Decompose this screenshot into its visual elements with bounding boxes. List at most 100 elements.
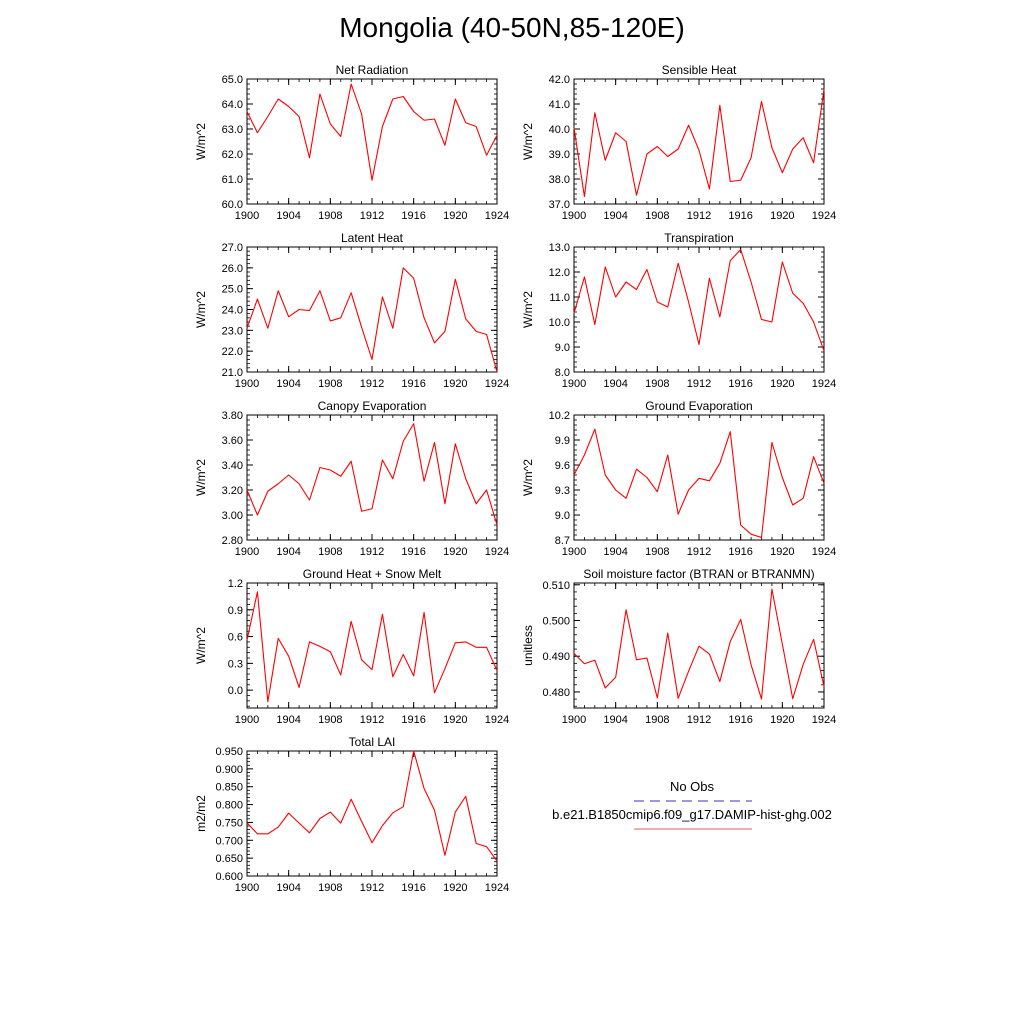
y-tick-label: 8.0 <box>555 367 570 379</box>
y-axis-label: W/m^2 <box>194 459 208 496</box>
x-tick-label: 1916 <box>401 882 425 894</box>
x-tick-label: 1912 <box>687 546 711 558</box>
y-tick-label: 0.510 <box>542 580 570 592</box>
x-tick-label: 1924 <box>812 546 836 558</box>
y-tick-label: 21.0 <box>222 367 243 379</box>
y-tick-label: 37.0 <box>549 199 570 211</box>
y-tick-label: 10.2 <box>549 410 570 422</box>
panel-5: 1900 1904 1908 1912 1916 1920 1924 2.80 3.00 3.20… <box>194 399 509 558</box>
x-tick-label: 1908 <box>318 546 342 558</box>
y-tick-label: 3.80 <box>222 410 243 422</box>
x-tick-label: 1900 <box>562 378 586 390</box>
y-tick-label: 3.40 <box>222 460 243 472</box>
x-tick-label: 1920 <box>443 714 467 726</box>
legend: No Obs b.e21.B1850cmip6.f09_g17.DAMIP-his… <box>552 779 832 830</box>
x-tick-label: 1904 <box>276 378 300 390</box>
plot-frame <box>573 414 825 541</box>
x-tick-label: 1908 <box>318 378 342 390</box>
x-tick-label: 1904 <box>603 378 627 390</box>
x-tick-label: 1924 <box>812 378 836 390</box>
x-tick-label: 1900 <box>562 546 586 558</box>
x-tick-label: 1900 <box>235 882 259 894</box>
y-tick-label: 23.0 <box>222 325 243 337</box>
x-tick-label: 1916 <box>728 714 752 726</box>
panel-9: 1900 1904 1908 1912 1916 1920 1924 0.600 0.650 0.… <box>194 735 509 894</box>
y-tick-label: 64.0 <box>222 99 243 111</box>
x-tick-label: 1916 <box>401 714 425 726</box>
y-tick-label: 42.0 <box>549 74 570 86</box>
y-axis-label: W/m^2 <box>521 123 535 160</box>
y-tick-label: 26.0 <box>222 263 243 275</box>
plot-frame <box>246 78 498 205</box>
series-line <box>246 267 498 373</box>
x-tick-label: 1908 <box>318 210 342 222</box>
x-tick-label: 1920 <box>770 714 794 726</box>
panel-6: 1900 1904 1908 1912 1916 1920 1924 8.7 9.0 9.3 9.6… <box>521 399 836 558</box>
page-title: Mongolia (40-50N,85-120E) <box>339 12 685 43</box>
x-tick-label: 1924 <box>812 714 836 726</box>
x-tick-label: 1908 <box>645 210 669 222</box>
series-line <box>573 588 825 700</box>
x-tick-label: 1908 <box>645 714 669 726</box>
x-tick-label: 1912 <box>360 546 384 558</box>
y-tick-label: 0.9 <box>228 605 243 617</box>
series-line <box>573 88 825 198</box>
y-tick-label: 60.0 <box>222 199 243 211</box>
y-tick-label: 0.750 <box>215 817 243 829</box>
y-tick-label: 1.2 <box>228 578 243 590</box>
x-tick-label: 1924 <box>485 882 509 894</box>
panel-title: Net Radiation <box>336 63 409 77</box>
x-tick-label: 1920 <box>770 546 794 558</box>
plot-frame <box>246 246 498 373</box>
y-tick-label: 9.0 <box>555 510 570 522</box>
y-tick-label: 0.600 <box>215 871 243 883</box>
x-tick-label: 1904 <box>276 210 300 222</box>
panel-1: 1900 1904 1908 1912 1916 1920 1924 60.0 61.0 62.0… <box>194 63 509 222</box>
x-tick-label: 1924 <box>485 714 509 726</box>
x-tick-label: 1908 <box>645 546 669 558</box>
x-tick-label: 1912 <box>687 210 711 222</box>
x-tick-label: 1920 <box>770 378 794 390</box>
y-tick-label: 61.0 <box>222 174 243 186</box>
y-tick-label: 9.0 <box>555 342 570 354</box>
x-tick-label: 1904 <box>276 882 300 894</box>
y-tick-label: 3.20 <box>222 485 243 497</box>
series-line <box>246 83 498 181</box>
y-axis-label: W/m^2 <box>521 291 535 328</box>
x-tick-label: 1904 <box>603 210 627 222</box>
x-tick-label: 1912 <box>360 714 384 726</box>
y-tick-label: 0.3 <box>228 658 243 670</box>
x-tick-label: 1920 <box>443 378 467 390</box>
panel-title: Canopy Evaporation <box>318 399 427 413</box>
plot-frame <box>246 750 498 877</box>
y-tick-label: 0.6 <box>228 632 243 644</box>
y-tick-label: 62.0 <box>222 149 243 161</box>
panel-title: Soil moisture factor (BTRAN or BTRANMN) <box>583 567 814 581</box>
x-tick-label: 1908 <box>318 714 342 726</box>
panel-title: Transpiration <box>664 231 734 245</box>
panel-title: Latent Heat <box>341 231 404 245</box>
panel-7: 1900 1904 1908 1912 1916 1920 1924 0.0 0.3 0.6 0.9… <box>194 567 509 726</box>
y-axis-label: W/m^2 <box>194 627 208 664</box>
y-tick-label: 3.60 <box>222 435 243 447</box>
x-tick-label: 1908 <box>645 378 669 390</box>
x-tick-label: 1912 <box>360 882 384 894</box>
x-tick-label: 1916 <box>728 210 752 222</box>
y-axis-label: W/m^2 <box>521 459 535 496</box>
y-tick-label: 41.0 <box>549 99 570 111</box>
series-line <box>246 423 498 526</box>
x-tick-label: 1916 <box>401 210 425 222</box>
y-tick-label: 24.0 <box>222 305 243 317</box>
y-axis-label: m2/m2 <box>194 795 208 832</box>
x-tick-label: 1904 <box>276 714 300 726</box>
panel-title: Sensible Heat <box>662 63 737 77</box>
y-tick-label: 27.0 <box>222 242 243 254</box>
y-tick-label: 0.700 <box>215 835 243 847</box>
y-tick-label: 0.490 <box>542 651 570 663</box>
x-tick-label: 1900 <box>562 210 586 222</box>
y-axis-label: W/m^2 <box>194 123 208 160</box>
x-tick-label: 1924 <box>812 210 836 222</box>
x-tick-label: 1900 <box>235 546 259 558</box>
x-tick-label: 1912 <box>360 378 384 390</box>
